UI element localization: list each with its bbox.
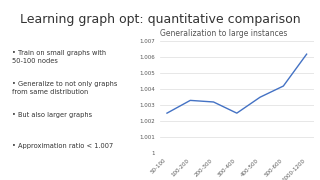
Text: Learning graph opt: quantitative comparison: Learning graph opt: quantitative compari… — [20, 13, 300, 26]
Text: Generalization to large instances: Generalization to large instances — [160, 29, 287, 38]
Text: • Approximation ratio < 1.007: • Approximation ratio < 1.007 — [12, 143, 113, 149]
Text: • Generalize to not only graphs
from same distribution: • Generalize to not only graphs from sam… — [12, 81, 117, 95]
Text: • But also larger graphs: • But also larger graphs — [12, 112, 92, 118]
Text: • Train on small graphs with
50-100 nodes: • Train on small graphs with 50-100 node… — [12, 50, 106, 64]
